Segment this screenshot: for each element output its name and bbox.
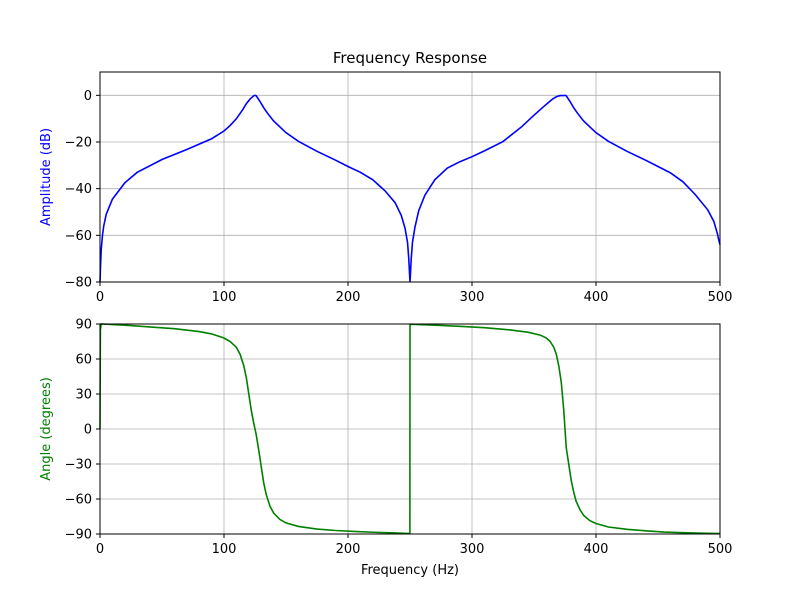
- amplitude-y-tick-label: 0: [84, 89, 92, 104]
- amplitude-y-tick-label: −20: [65, 136, 92, 151]
- phase-y-tick-label: 30: [75, 388, 92, 403]
- amplitude-y-tick-label: −40: [65, 182, 92, 197]
- amplitude-x-tick-label: 300: [460, 290, 485, 305]
- phase-x-tick-label: 500: [708, 542, 733, 557]
- phase-y-tick-label: −60: [65, 493, 92, 508]
- phase-y-tick-label: −30: [65, 458, 92, 473]
- amplitude-plot: 0 100 200 300 400 500 0 −20 −40 −60 −80 Frequency …: [39, 49, 732, 305]
- amplitude-axes-frame: [99, 71, 721, 283]
- amplitude-line: [99, 94, 721, 283]
- amplitude-ticks: 0 100 200 300 400 500 0 −20 −40 −60 −80: [65, 89, 733, 305]
- phase-x-tick-label: 100: [212, 542, 237, 557]
- phase-line: [99, 323, 721, 535]
- amplitude-y-axis-label: Amplitude (dB): [39, 128, 54, 226]
- amplitude-y-tick-label: −60: [65, 229, 92, 244]
- phase-y-tick-label: 60: [75, 353, 92, 368]
- phase-x-tick-label: 400: [584, 542, 609, 557]
- amplitude-x-tick-label: 100: [212, 290, 237, 305]
- frequency-x-axis-label: Frequency (Hz): [361, 563, 459, 578]
- phase-y-tick-label: −90: [65, 528, 92, 543]
- chart-title: Frequency Response: [333, 49, 487, 67]
- amplitude-x-tick-label: 400: [584, 290, 609, 305]
- amplitude-y-tick-label: −80: [65, 276, 92, 291]
- phase-y-tick-label: 90: [75, 318, 92, 333]
- amplitude-x-tick-label: 200: [336, 290, 361, 305]
- phase-x-tick-label: 0: [96, 542, 104, 557]
- amplitude-x-tick-label: 0: [96, 290, 104, 305]
- phase-y-axis-label: Angle (degrees): [39, 377, 54, 481]
- phase-x-tick-label: 300: [460, 542, 485, 557]
- amplitude-plot-area: [100, 72, 720, 282]
- phase-x-tick-label: 200: [336, 542, 361, 557]
- amplitude-x-tick-label: 500: [708, 290, 733, 305]
- phase-y-tick-label: 0: [84, 423, 92, 438]
